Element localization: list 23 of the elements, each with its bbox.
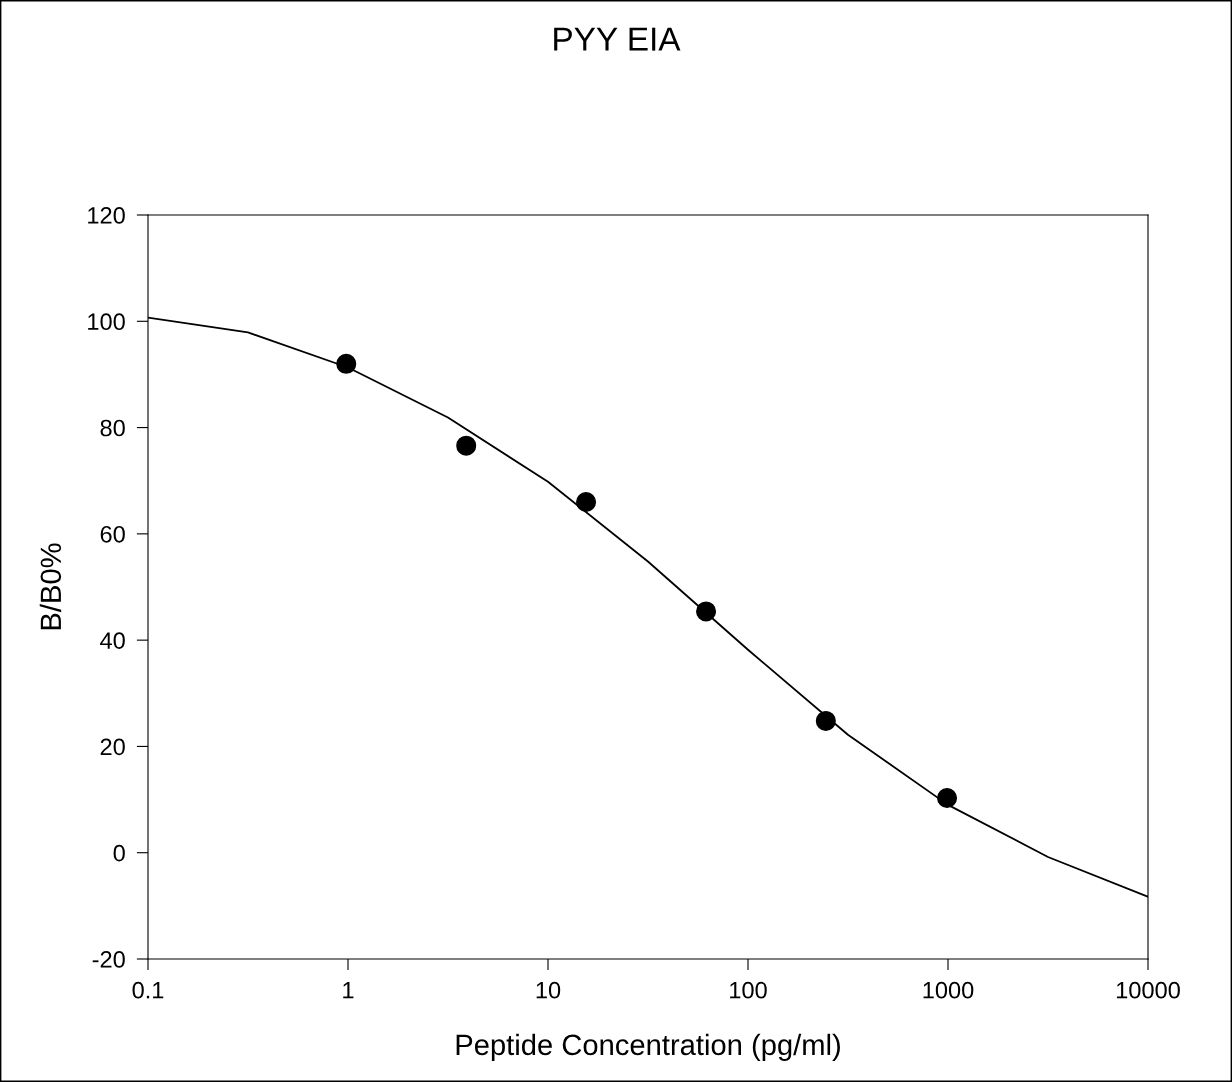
point [456,435,477,456]
y-tick-label: 0 [113,844,125,862]
point [696,601,717,622]
y-tick-label: 80 [100,419,125,437]
point [336,353,357,374]
y-axis-title: B/B0% [39,543,62,630]
x-tick-label: 10000 [1116,981,1180,999]
point [815,710,836,731]
y-tick-label: 40 [100,632,125,649]
point [937,787,958,808]
y-tick-label: 100 [88,313,125,331]
x-tick-label: 1000 [923,981,974,999]
x-tick-label: 1 [343,982,354,999]
point [576,491,597,512]
y-tick-label: 60 [100,525,125,543]
y-tick-label: 20 [100,738,125,756]
x-axis-title: Peptide Concentration (pg/ml) [456,1033,840,1061]
x-tick-label: 100 [730,981,767,999]
x-tick-label: 10 [536,981,561,999]
chart-title: PYY EIA [554,27,681,51]
x-tick-label: 0.1 [132,981,164,999]
y-tick-label: 120 [88,207,125,224]
y-tick-label: -20 [92,951,125,968]
